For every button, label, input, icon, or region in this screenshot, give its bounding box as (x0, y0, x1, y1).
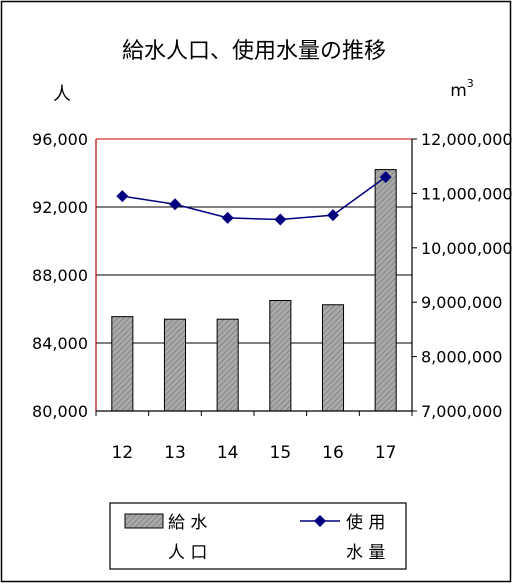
legend-bar-label-1: 給 水 (168, 513, 207, 533)
gridlines (96, 138, 412, 344)
bar (269, 300, 292, 412)
y-left-tick-label: 96,000 (32, 130, 88, 149)
legend-bar-swatch (124, 513, 164, 529)
y-right-unit-base: m (450, 81, 467, 101)
y-right-tick-label: 11,000,000 (421, 184, 512, 203)
line-point (221, 211, 234, 224)
y-right-unit-exp: 3 (467, 77, 474, 90)
y-left-tick-label: 84,000 (32, 334, 88, 353)
bar (374, 169, 397, 412)
line-path (122, 176, 387, 221)
y-right-tick-label: 10,000,000 (421, 239, 512, 258)
x-tick-label: 13 (164, 443, 186, 463)
line-point (327, 209, 339, 222)
line-series (116, 171, 392, 226)
y-left-tick-label: 88,000 (32, 266, 88, 285)
line-point (169, 198, 181, 211)
bar (111, 316, 134, 412)
x-tick-label: 15 (270, 443, 292, 463)
bar-series (111, 169, 397, 412)
legend-line-label-1: 使 用 (346, 512, 385, 533)
chart-title: 給水人口、使用水量の推移 (122, 39, 386, 64)
y-left-unit: 人 (53, 84, 71, 105)
x-tick-label: 16 (322, 443, 344, 463)
bar (321, 304, 345, 412)
y-right-tick-label: 9,000,000 (421, 293, 502, 312)
legend-line-label-2: 水 量 (346, 543, 385, 563)
legend: 給 水 人 口 使 用 水 量 (109, 502, 407, 570)
y-left-tick-label: 92,000 (32, 198, 88, 217)
bar (163, 318, 187, 412)
y-right-tick-label: 8,000,000 (421, 348, 502, 367)
legend-line-marker (314, 515, 326, 527)
x-tick-label: 12 (112, 443, 134, 463)
line-point (379, 171, 392, 184)
tick-labels: 80,000 84,000 88,000 92,000 96,000 7,000,000 8… (32, 130, 512, 463)
y-right-unit: m3 (450, 77, 474, 101)
legend-bar-label-2: 人 口 (168, 543, 207, 563)
y-right-tick-label: 7,000,000 (421, 402, 502, 421)
y-right-tick-label: 12,000,000 (421, 130, 512, 149)
x-tick-label: 14 (217, 443, 239, 463)
line-point (274, 213, 287, 226)
bar (216, 318, 239, 412)
axes (95, 138, 417, 416)
x-tick-label: 17 (375, 443, 397, 463)
y-left-tick-label: 80,000 (32, 402, 88, 421)
line-point (116, 190, 129, 203)
